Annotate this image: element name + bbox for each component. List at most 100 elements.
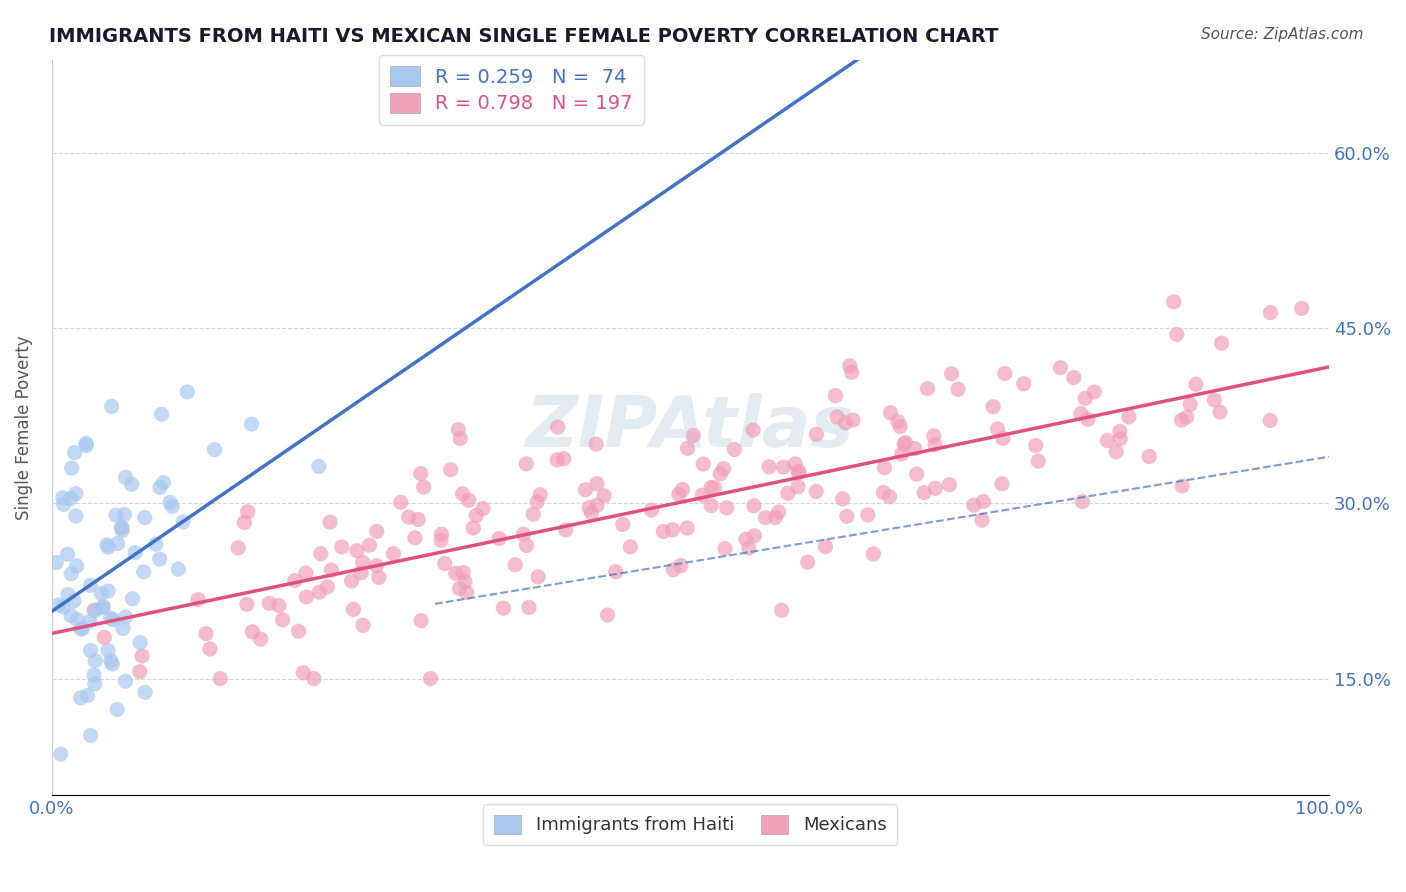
Immigrants from Haiti bbox=[60, 566, 83, 581]
Mexicans bbox=[669, 558, 692, 573]
Mexicans bbox=[512, 527, 534, 541]
Mexicans bbox=[522, 507, 544, 521]
Mexicans bbox=[586, 498, 609, 512]
Immigrants from Haiti bbox=[167, 562, 190, 576]
Mexicans bbox=[1170, 413, 1192, 427]
Mexicans bbox=[605, 565, 627, 579]
Mexicans bbox=[398, 510, 420, 524]
Mexicans bbox=[1204, 392, 1226, 407]
Mexicans bbox=[890, 447, 912, 461]
Mexicans bbox=[409, 614, 432, 628]
Mexicans bbox=[1074, 392, 1097, 406]
Mexicans bbox=[716, 500, 738, 515]
Immigrants from Haiti bbox=[76, 689, 98, 703]
Mexicans bbox=[804, 484, 827, 499]
Immigrants from Haiti bbox=[176, 384, 198, 399]
Immigrants from Haiti bbox=[75, 439, 97, 453]
Immigrants from Haiti bbox=[111, 524, 134, 538]
Mexicans bbox=[946, 382, 969, 396]
Mexicans bbox=[763, 510, 786, 524]
Immigrants from Haiti bbox=[75, 436, 97, 450]
Mexicans bbox=[316, 580, 339, 594]
Mexicans bbox=[1097, 434, 1119, 448]
Mexicans bbox=[991, 476, 1014, 491]
Mexicans bbox=[456, 585, 478, 599]
Immigrants from Haiti bbox=[63, 594, 86, 608]
Mexicans bbox=[981, 400, 1004, 414]
Mexicans bbox=[451, 487, 474, 501]
Mexicans bbox=[872, 485, 894, 500]
Mexicans bbox=[287, 624, 309, 639]
Mexicans bbox=[574, 483, 596, 497]
Mexicans bbox=[284, 574, 307, 588]
Mexicans bbox=[352, 556, 374, 570]
Mexicans bbox=[1209, 405, 1232, 419]
Mexicans bbox=[1071, 494, 1094, 508]
Mexicans bbox=[492, 601, 515, 615]
Mexicans bbox=[366, 524, 388, 539]
Mexicans bbox=[1260, 305, 1282, 319]
Mexicans bbox=[856, 508, 879, 522]
Mexicans bbox=[503, 558, 526, 572]
Mexicans bbox=[814, 540, 837, 554]
Mexicans bbox=[451, 566, 474, 580]
Immigrants from Haiti bbox=[100, 400, 122, 414]
Mexicans bbox=[742, 499, 765, 513]
Mexicans bbox=[1070, 406, 1092, 420]
Y-axis label: Single Female Poverty: Single Female Poverty bbox=[15, 335, 32, 520]
Immigrants from Haiti bbox=[97, 540, 120, 554]
Mexicans bbox=[841, 365, 863, 379]
Mexicans bbox=[271, 613, 294, 627]
Mexicans bbox=[824, 389, 846, 403]
Immigrants from Haiti bbox=[159, 495, 181, 509]
Mexicans bbox=[776, 486, 799, 500]
Mexicans bbox=[593, 489, 616, 503]
Mexicans bbox=[515, 538, 537, 552]
Immigrants from Haiti bbox=[65, 486, 87, 500]
Immigrants from Haiti bbox=[114, 674, 136, 689]
Immigrants from Haiti bbox=[79, 578, 101, 592]
Mexicans bbox=[787, 464, 810, 478]
Mexicans bbox=[472, 501, 495, 516]
Mexicans bbox=[236, 597, 259, 611]
Immigrants from Haiti bbox=[66, 558, 89, 573]
Mexicans bbox=[419, 672, 441, 686]
Mexicans bbox=[970, 513, 993, 527]
Mexicans bbox=[529, 488, 551, 502]
Mexicans bbox=[465, 508, 488, 523]
Mexicans bbox=[1026, 454, 1049, 468]
Mexicans bbox=[433, 557, 456, 571]
Immigrants from Haiti bbox=[121, 477, 143, 491]
Mexicans bbox=[825, 409, 848, 424]
Mexicans bbox=[1175, 410, 1198, 425]
Mexicans bbox=[661, 523, 683, 537]
Mexicans bbox=[1049, 360, 1071, 375]
Immigrants from Haiti bbox=[52, 497, 75, 511]
Immigrants from Haiti bbox=[129, 635, 152, 649]
Mexicans bbox=[1137, 450, 1160, 464]
Mexicans bbox=[302, 672, 325, 686]
Mexicans bbox=[894, 435, 917, 450]
Mexicans bbox=[128, 665, 150, 679]
Mexicans bbox=[366, 558, 388, 573]
Text: ZIPAtlas: ZIPAtlas bbox=[526, 393, 855, 462]
Mexicans bbox=[526, 495, 548, 509]
Immigrants from Haiti bbox=[84, 654, 107, 668]
Mexicans bbox=[879, 406, 901, 420]
Immigrants from Haiti bbox=[79, 728, 101, 742]
Mexicans bbox=[887, 414, 910, 428]
Mexicans bbox=[785, 457, 807, 471]
Mexicans bbox=[1105, 444, 1128, 458]
Mexicans bbox=[1063, 370, 1085, 384]
Mexicans bbox=[440, 463, 463, 477]
Immigrants from Haiti bbox=[91, 600, 114, 615]
Mexicans bbox=[738, 541, 761, 555]
Mexicans bbox=[444, 566, 467, 581]
Mexicans bbox=[703, 481, 725, 495]
Mexicans bbox=[340, 574, 363, 588]
Mexicans bbox=[295, 566, 318, 580]
Mexicans bbox=[187, 592, 209, 607]
Immigrants from Haiti bbox=[52, 491, 75, 505]
Mexicans bbox=[924, 437, 946, 451]
Immigrants from Haiti bbox=[308, 459, 330, 474]
